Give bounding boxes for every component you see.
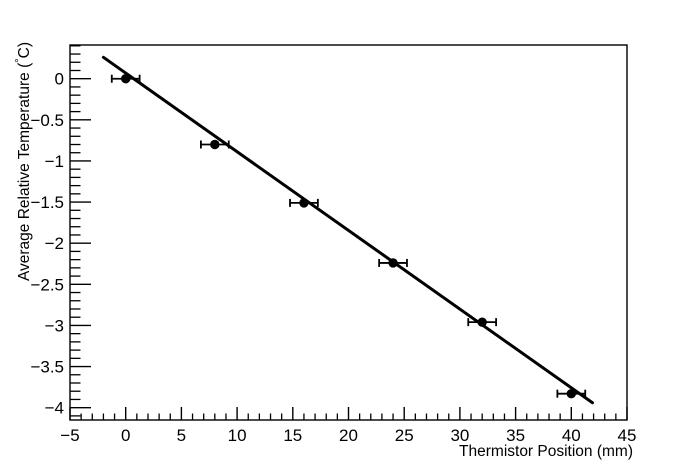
y-tick-label: −2.5 <box>30 275 64 294</box>
y-tick-label: −0.5 <box>30 111 64 130</box>
data-point-marker <box>121 74 131 84</box>
data-point-marker <box>388 258 398 268</box>
plot-frame <box>69 44 628 421</box>
y-tick-label: −1 <box>45 152 64 171</box>
x-tick-label: 45 <box>618 426 637 445</box>
chart-generated-layers: −5 0 5 10 15 20 25 30 35 40 45 0 −0.5 −1 −1.5 −2 −2.5 −3 −… <box>30 44 637 445</box>
x-axis-title: Thermistor Position (mm) <box>459 443 633 460</box>
fit-line <box>101 55 594 405</box>
data-point-marker <box>210 139 220 150</box>
data-point-marker <box>566 388 576 399</box>
y-tick-label: −2 <box>45 234 64 253</box>
y-tick-label: 0 <box>55 70 64 89</box>
data-point-marker <box>299 198 309 208</box>
y-tick-label: −3.5 <box>30 358 64 377</box>
x-tick-label: −5 <box>60 426 79 445</box>
x-tick-label: 25 <box>395 426 414 445</box>
x-tick-label: 15 <box>283 426 302 445</box>
x-tick-label: 35 <box>506 426 525 445</box>
x-tick-label: 20 <box>339 426 358 445</box>
y-tick-label: −3 <box>45 316 64 335</box>
x-tick-label: 5 <box>177 426 186 445</box>
data-point-marker <box>477 317 487 327</box>
y-tick-label: −4 <box>45 399 64 418</box>
x-tick-label: 30 <box>450 426 469 445</box>
x-tick-label: 0 <box>121 426 130 445</box>
y-tick-label: −1.5 <box>30 193 64 212</box>
y-axis-title: Average Relative Temperature (°C) <box>14 42 33 281</box>
x-tick-label: 10 <box>228 426 247 445</box>
x-tick-label: 40 <box>562 426 581 445</box>
